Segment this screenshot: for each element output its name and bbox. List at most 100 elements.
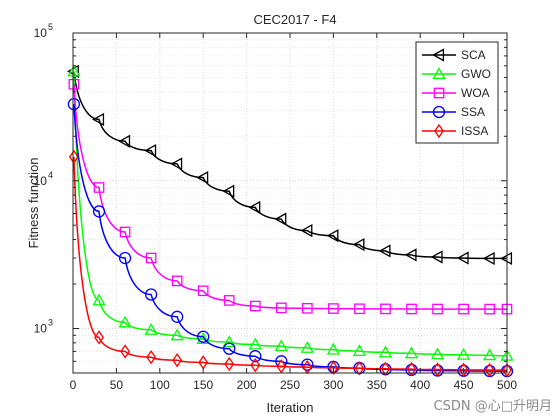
data-point: [326, 342, 341, 355]
data-point: [274, 339, 288, 352]
data-point: [432, 303, 443, 315]
data-point: [68, 149, 79, 165]
data-point: [483, 348, 497, 361]
data-point: [380, 303, 391, 315]
data-point: [92, 293, 106, 306]
x-axis-label: Iteration: [267, 400, 314, 415]
x-tick-label: 400: [410, 378, 430, 392]
data-point: [456, 347, 471, 360]
legend-marker: [432, 67, 446, 80]
legend-marker: [432, 105, 446, 119]
data-point: [249, 350, 262, 363]
series-line: [73, 84, 507, 310]
data-point: [118, 315, 132, 328]
chart-title: CEC2017 - F4: [253, 12, 336, 27]
data-point: [404, 346, 419, 359]
data-point: [145, 252, 157, 264]
data-point: [224, 356, 235, 372]
data-point: [170, 157, 183, 171]
legend-label: ISSA: [461, 124, 488, 138]
data-point: [170, 328, 184, 341]
data-point: [222, 335, 236, 348]
data-point: [92, 205, 106, 218]
data-point: [144, 288, 158, 301]
grid: [72, 32, 508, 374]
x-tick-label: 150: [193, 378, 213, 392]
data-point: [146, 349, 157, 365]
data-point: [196, 332, 210, 344]
data-point: [352, 237, 365, 252]
data-point: [406, 361, 417, 377]
data-point: [482, 251, 495, 266]
data-point: [276, 359, 287, 374]
x-tick-label: 300: [323, 378, 343, 392]
data-point: [458, 362, 469, 377]
legend-label: GWO: [461, 67, 491, 81]
data-point: [406, 303, 417, 315]
data-point: [118, 134, 131, 148]
data-point: [484, 362, 495, 378]
data-point: [378, 244, 391, 258]
data-point: [250, 357, 261, 373]
data-point: [223, 295, 235, 306]
x-tick-label: 0: [70, 378, 77, 392]
x-tick-label: 100: [150, 378, 170, 392]
data-point: [94, 330, 104, 345]
watermark: CSDN @心□升明月: [433, 399, 552, 414]
legend-label: SCA: [461, 48, 486, 62]
data-point: [92, 112, 105, 127]
data-point: [171, 275, 183, 287]
data-point: [223, 342, 236, 355]
data-point: [119, 226, 131, 238]
x-tick-label: 50: [110, 378, 124, 392]
data-point: [354, 303, 365, 315]
x-tick-label: 450: [454, 378, 474, 392]
x-tick-label: 350: [367, 378, 387, 392]
data-point: [502, 362, 512, 378]
legend-marker: [433, 87, 445, 99]
legend-item-sca: SCA: [422, 48, 486, 62]
data-point: [430, 347, 445, 360]
data-point: [328, 360, 339, 376]
legend-item-ssa: SSA: [422, 105, 485, 119]
data-point: [458, 303, 469, 315]
data-point: [67, 97, 81, 111]
data-point: [196, 171, 209, 185]
data-point: [144, 143, 157, 158]
series-sca: [67, 64, 513, 266]
legend: SCA GWO WOA SSA ISSA: [415, 41, 499, 144]
data-point: [248, 337, 262, 350]
data-point: [328, 303, 339, 314]
data-point: [500, 251, 513, 266]
data-point: [172, 353, 183, 368]
series-woa: [68, 78, 513, 315]
data-point: [456, 251, 469, 265]
data-point: [67, 64, 81, 77]
data-point: [144, 322, 158, 335]
legend-item-gwo: GWO: [422, 67, 491, 81]
data-point: [118, 251, 132, 265]
data-point: [380, 361, 391, 376]
data-point: [197, 330, 210, 343]
x-tick-label: 500: [497, 378, 517, 392]
legend-item-woa: WOA: [422, 86, 490, 100]
data-point: [197, 285, 209, 297]
data-point: [352, 344, 367, 357]
y-axis-label: Fitness function: [26, 157, 41, 248]
series-line: [73, 156, 508, 371]
data-point: [430, 250, 443, 264]
data-point: [248, 200, 261, 215]
legend-marker: [432, 48, 445, 62]
data-point: [404, 248, 417, 262]
legend-label: WOA: [461, 86, 490, 100]
data-point: [432, 362, 443, 377]
series-line: [73, 71, 508, 357]
plot-area: [67, 64, 514, 378]
data-point: [378, 345, 393, 358]
legend-label: SSA: [461, 105, 485, 119]
data-point: [68, 78, 80, 90]
data-point: [484, 303, 495, 315]
